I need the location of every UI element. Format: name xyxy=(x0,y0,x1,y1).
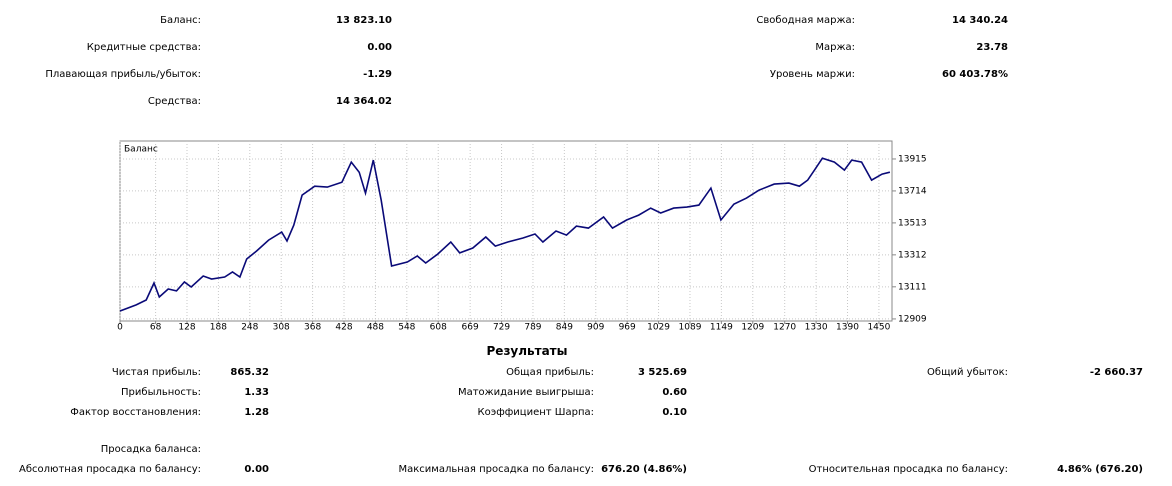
y-tick-label: 13513 xyxy=(898,218,927,228)
result-value: 0.10 xyxy=(662,407,687,418)
drawdown-label: Абсолютная просадка по балансу: xyxy=(19,464,201,475)
summary-value: 0.00 xyxy=(367,42,392,53)
x-tick-label: 1089 xyxy=(679,323,702,333)
x-tick-label: 729 xyxy=(493,323,510,333)
x-tick-label: 1209 xyxy=(741,323,764,333)
summary-label: Плавающая прибыль/убыток: xyxy=(45,69,201,80)
summary-value: 13 823.10 xyxy=(336,15,392,26)
x-tick-label: 969 xyxy=(619,323,636,333)
result-value: -2 660.37 xyxy=(1089,367,1143,378)
x-tick-label: 669 xyxy=(462,323,479,333)
x-tick-label: 1270 xyxy=(773,323,796,333)
x-tick-label: 128 xyxy=(178,323,195,333)
summary-label: Кредитные средства: xyxy=(86,42,201,53)
result-label: Чистая прибыль: xyxy=(111,367,201,378)
x-tick-label: 1390 xyxy=(836,323,859,333)
result-label: Прибыльность: xyxy=(121,387,201,398)
results-title: Результаты xyxy=(486,344,568,358)
y-tick-label: 13714 xyxy=(898,186,927,196)
x-tick-label: 68 xyxy=(150,323,162,333)
x-tick-label: 1450 xyxy=(867,323,890,333)
y-tick-label: 13915 xyxy=(898,154,927,164)
drawdown-value: 676.20 (4.86%) xyxy=(601,464,687,475)
chart-title: Баланс xyxy=(124,145,158,155)
balance-line xyxy=(119,157,891,312)
plot-area xyxy=(119,140,893,322)
result-label: Общая прибыль: xyxy=(506,367,594,378)
result-value: 865.32 xyxy=(230,367,269,378)
x-tick-label: 789 xyxy=(524,323,541,333)
summary-label: Свободная маржа: xyxy=(756,15,855,26)
result-value: 3 525.69 xyxy=(637,367,687,378)
drawdown-title: Просадка баланса: xyxy=(100,444,201,455)
result-label: Общий убыток: xyxy=(927,367,1008,378)
result-value: 1.33 xyxy=(244,387,269,398)
summary-label: Маржа: xyxy=(815,42,855,53)
x-tick-label: 0 xyxy=(117,323,123,333)
result-value: 0.60 xyxy=(662,387,687,398)
result-value: 1.28 xyxy=(244,407,269,418)
x-tick-label: 1149 xyxy=(710,323,733,333)
x-tick-label: 909 xyxy=(587,323,604,333)
x-tick-label: 248 xyxy=(241,323,258,333)
y-tick-label: 12909 xyxy=(898,314,927,324)
drawdown-value: 0.00 xyxy=(244,464,269,475)
drawdown-label: Максимальная просадка по балансу: xyxy=(398,464,594,475)
x-tick-label: 608 xyxy=(430,323,447,333)
x-tick-label: 548 xyxy=(398,323,415,333)
summary-value: 14 340.24 xyxy=(952,15,1008,26)
summary-value: 60 403.78% xyxy=(941,69,1008,80)
x-tick-label: 1330 xyxy=(805,323,828,333)
drawdown-value: 4.86% (676.20) xyxy=(1057,464,1143,475)
x-tick-label: 308 xyxy=(273,323,290,333)
summary-value: 23.78 xyxy=(976,42,1008,53)
x-tick-label: 428 xyxy=(335,323,352,333)
y-tick-label: 13312 xyxy=(898,250,927,260)
drawdown-label: Относительная просадка по балансу: xyxy=(808,464,1008,475)
summary-label: Средства: xyxy=(147,96,201,107)
y-tick-label: 13111 xyxy=(898,282,927,292)
result-label: Матожидание выигрыша: xyxy=(457,387,594,398)
summary-value: 14 364.02 xyxy=(336,96,392,107)
x-tick-label: 368 xyxy=(304,323,321,333)
summary-label: Уровень маржи: xyxy=(769,69,855,80)
x-tick-label: 188 xyxy=(210,323,227,333)
result-label: Фактор восстановления: xyxy=(70,407,201,418)
x-tick-label: 1029 xyxy=(647,323,670,333)
result-label: Коэффициент Шарпа: xyxy=(477,407,594,418)
summary-value: -1.29 xyxy=(363,69,392,80)
x-tick-label: 849 xyxy=(556,323,573,333)
summary-label: Баланс: xyxy=(160,15,201,26)
x-tick-label: 488 xyxy=(367,323,384,333)
